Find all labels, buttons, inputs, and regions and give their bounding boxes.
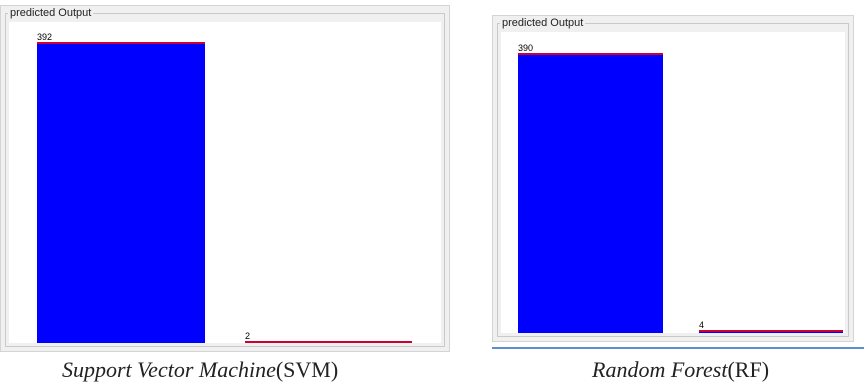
bar-0	[518, 53, 663, 333]
bar-top-1	[245, 341, 412, 343]
bar-top-1	[699, 330, 843, 333]
rf-groupbox: predicted Output 390 4	[497, 16, 849, 337]
svm-caption-italic: Support Vector Machine	[62, 357, 276, 382]
rf-panel: predicted Output 390 4	[492, 15, 854, 342]
bar-top-0	[37, 42, 205, 44]
rf-caption: Random Forest(RF)	[592, 357, 769, 383]
svm-panel: predicted Output 392 2	[0, 5, 450, 352]
svm-caption-plain: (SVM)	[275, 357, 339, 382]
rf-group-title: predicted Output	[500, 16, 586, 30]
divider-line	[492, 347, 864, 349]
bar-value-label-0: 390	[518, 43, 534, 54]
bar-1	[699, 330, 843, 333]
bar-value-label-1: 2	[245, 331, 251, 341]
bar-value-label-0: 392	[37, 32, 53, 42]
rf-caption-plain: (RF)	[727, 357, 770, 382]
rf-plot-area: 390 4	[501, 32, 845, 333]
svm-caption: Support Vector Machine(SVM)	[62, 357, 338, 383]
bar-0	[37, 42, 205, 343]
bar-value-label-1: 4	[699, 320, 705, 331]
rf-caption-italic: Random Forest	[592, 357, 728, 382]
bar-top-0	[518, 53, 663, 56]
svm-groupbox: predicted Output 392 2	[5, 6, 445, 347]
svm-group-title: predicted Output	[8, 6, 94, 20]
svm-plot-area: 392 2	[9, 22, 441, 343]
bar-1	[245, 341, 412, 343]
